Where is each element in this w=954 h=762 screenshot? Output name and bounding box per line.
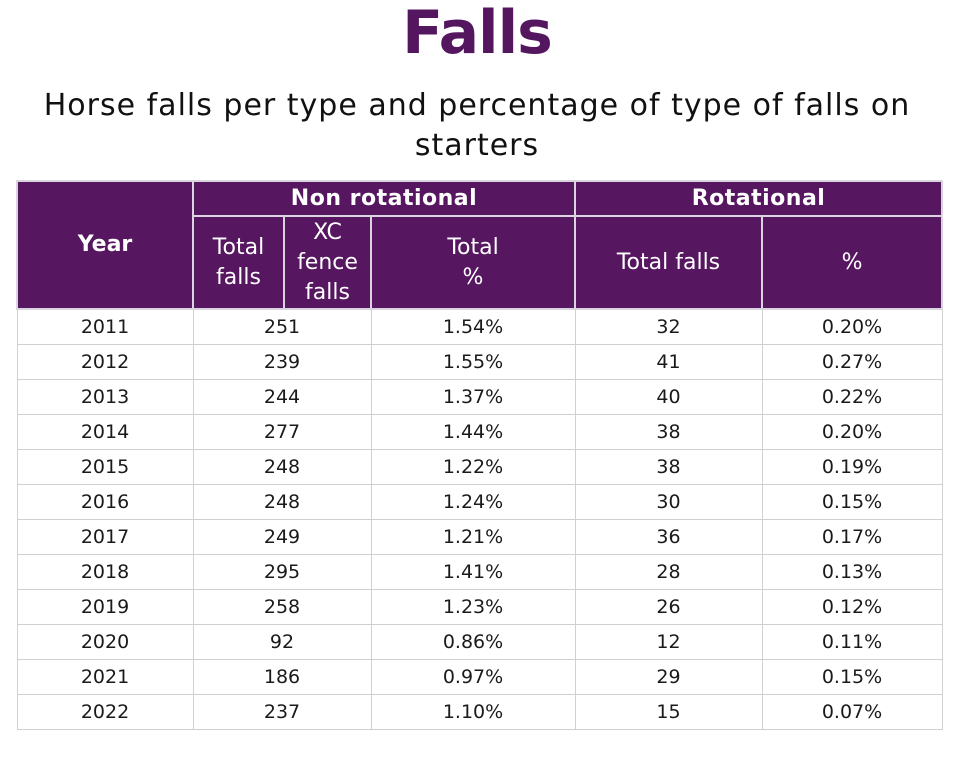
non-rotational-pct-cell: 0.86%	[370, 624, 576, 660]
falls-table: Year Non rotational Rotational Total fal…	[16, 180, 944, 730]
rotational-falls-cell: 28	[574, 554, 763, 590]
xc-fence-falls-header: XC fence falls	[283, 215, 372, 310]
rotational-pct-cell: 0.12%	[761, 589, 943, 625]
non-rotational-pct-cell: 1.54%	[370, 308, 576, 345]
table-row: 2016 248 1.24% 30 0.15%	[16, 484, 943, 520]
rotational-pct-cell: 0.19%	[761, 449, 943, 485]
year-cell: 2011	[16, 308, 194, 345]
non-rotational-pct-cell: 1.37%	[370, 379, 576, 415]
year-cell: 2014	[16, 414, 194, 450]
rotational-pct-cell: 0.20%	[761, 308, 943, 345]
year-cell: 2018	[16, 554, 194, 590]
year-cell: 2013	[16, 379, 194, 415]
non-rotational-pct-cell: 1.23%	[370, 589, 576, 625]
rotational-falls-cell: 26	[574, 589, 763, 625]
non-rotational-falls-cell: 244	[192, 379, 372, 415]
non-rotational-falls-cell: 295	[192, 554, 372, 590]
table-body: 2011 251 1.54% 32 0.20% 2012 239 1.55% 41 0.27% 20…	[16, 308, 943, 730]
rotational-falls-cell: 29	[574, 659, 763, 695]
non-rotational-pct-cell: 1.44%	[370, 414, 576, 450]
non-rotational-falls-cell: 248	[192, 484, 372, 520]
non-rotational-falls-cell: 237	[192, 694, 372, 730]
table-row: 2015 248 1.22% 38 0.19%	[16, 449, 943, 485]
rotational-falls-cell: 12	[574, 624, 763, 660]
rotational-pct-cell: 0.22%	[761, 379, 943, 415]
non-rotational-total-falls-header: Total falls	[192, 215, 285, 310]
rotational-falls-cell: 36	[574, 519, 763, 555]
year-cell: 2016	[16, 484, 194, 520]
year-header: Year	[16, 180, 194, 310]
rotational-header: Rotational	[574, 180, 944, 217]
rotational-falls-cell: 40	[574, 379, 763, 415]
rotational-total-falls-header: Total falls	[574, 215, 764, 310]
non-rotational-falls-cell: 258	[192, 589, 372, 625]
year-cell: 2020	[16, 624, 194, 660]
non-rotational-pct-cell: 0.97%	[370, 659, 576, 695]
non-rotational-total-pct-header: Total %	[369, 215, 577, 310]
table-row: 2014 277 1.44% 38 0.20%	[16, 414, 943, 450]
table-row: 2020 92 0.86% 12 0.11%	[16, 624, 943, 660]
rotational-falls-cell: 30	[574, 484, 763, 520]
table-row: 2011 251 1.54% 32 0.20%	[16, 308, 943, 345]
table-row: 2019 258 1.23% 26 0.12%	[16, 589, 943, 625]
rotational-pct-cell: 0.15%	[761, 484, 943, 520]
non-rotational-falls-cell: 248	[192, 449, 372, 485]
page-subtitle: Horse falls per type and percentage of t…	[43, 88, 911, 163]
non-rotational-falls-cell: 251	[192, 308, 372, 345]
year-cell: 2017	[16, 519, 194, 555]
non-rotational-pct-cell: 1.41%	[370, 554, 576, 590]
non-rotational-falls-cell: 186	[192, 659, 372, 695]
table-row: 2021 186 0.97% 29 0.15%	[16, 659, 943, 695]
table-row: 2017 249 1.21% 36 0.17%	[16, 519, 943, 555]
year-cell: 2019	[16, 589, 194, 625]
table-row: 2022 237 1.10% 15 0.07%	[16, 694, 943, 730]
rotational-falls-cell: 15	[574, 694, 763, 730]
non-rotational-falls-cell: 239	[192, 344, 372, 380]
non-rotational-pct-cell: 1.21%	[370, 519, 576, 555]
non-rotational-falls-cell: 92	[192, 624, 372, 660]
rotational-falls-cell: 38	[574, 449, 763, 485]
non-rotational-pct-cell: 1.10%	[370, 694, 576, 730]
non-rotational-pct-cell: 1.55%	[370, 344, 576, 380]
table-row: 2012 239 1.55% 41 0.27%	[16, 344, 943, 380]
rotational-pct-header: %	[761, 215, 944, 310]
non-rotational-pct-cell: 1.22%	[370, 449, 576, 485]
year-cell: 2021	[16, 659, 194, 695]
year-cell: 2022	[16, 694, 194, 730]
rotational-falls-cell: 38	[574, 414, 763, 450]
non-rotational-header: Non rotational	[191, 180, 577, 217]
table-row: 2018 295 1.41% 28 0.13%	[16, 554, 943, 590]
non-rotational-pct-cell: 1.24%	[370, 484, 576, 520]
rotational-pct-cell: 0.11%	[761, 624, 943, 660]
rotational-falls-cell: 41	[574, 344, 763, 380]
rotational-pct-cell: 0.15%	[761, 659, 943, 695]
rotational-pct-cell: 0.20%	[761, 414, 943, 450]
rotational-pct-cell: 0.13%	[761, 554, 943, 590]
rotational-falls-cell: 32	[574, 308, 763, 345]
year-cell: 2015	[16, 449, 194, 485]
non-rotational-falls-cell: 277	[192, 414, 372, 450]
rotational-pct-cell: 0.07%	[761, 694, 943, 730]
page-title: Falls	[402, 0, 553, 68]
rotational-pct-cell: 0.17%	[761, 519, 943, 555]
rotational-pct-cell: 0.27%	[761, 344, 943, 380]
non-rotational-falls-cell: 249	[192, 519, 372, 555]
table-row: 2013 244 1.37% 40 0.22%	[16, 379, 943, 415]
year-cell: 2012	[16, 344, 194, 380]
